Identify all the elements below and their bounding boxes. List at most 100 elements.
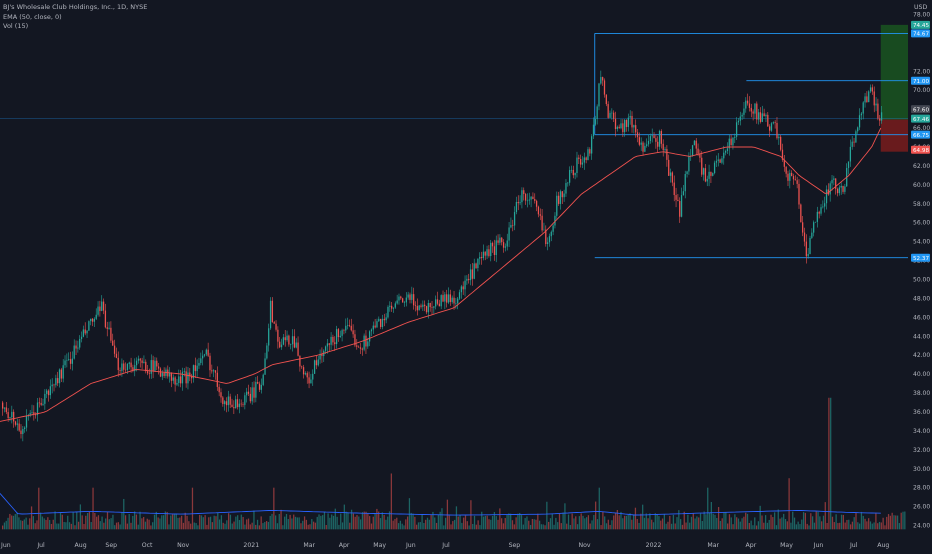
ema-indicator-label[interactable]: EMA (50, close, 0)	[3, 12, 62, 21]
stop-loss-zone	[880, 119, 908, 152]
volume-bar	[256, 519, 259, 530]
candle-body	[570, 169, 573, 171]
candle-body	[22, 429, 24, 435]
candle-body	[739, 116, 741, 121]
volume-bar	[141, 518, 143, 530]
volume-bar	[85, 515, 87, 530]
volume-bar	[835, 514, 837, 530]
volume-bar	[714, 514, 716, 530]
volume-bar	[634, 507, 637, 530]
volume-bar	[510, 513, 512, 530]
volume-bar	[291, 518, 293, 530]
candle-body	[791, 172, 793, 177]
volume-bar	[318, 514, 320, 530]
volume-bar	[334, 508, 336, 530]
symbol-title[interactable]: BJ's Wholesale Club Holdings, Inc., 1D, …	[3, 3, 148, 11]
volume-bar	[862, 515, 864, 530]
candle-body	[860, 113, 863, 116]
candle-body	[293, 336, 296, 348]
volume-bar	[316, 516, 318, 530]
volume-indicator-label[interactable]: Vol (15)	[3, 22, 29, 30]
volume-bar	[806, 523, 808, 530]
volume-bar	[269, 515, 271, 530]
candle-body	[781, 149, 784, 160]
candle-body	[178, 376, 180, 384]
candle-body	[695, 140, 697, 149]
volume-bar	[170, 515, 172, 530]
time-tick-label: Jul	[36, 542, 45, 549]
volume-bar	[759, 505, 761, 530]
candle-body	[794, 179, 796, 181]
volume-bar	[132, 515, 134, 530]
volume-bar	[260, 516, 262, 530]
candle-body	[25, 415, 28, 428]
time-tick-label: Jun	[0, 542, 11, 549]
volume-bar	[858, 523, 861, 530]
volume-bar	[658, 516, 660, 530]
volume-bar	[452, 521, 454, 530]
volume-bar	[36, 520, 38, 530]
volume-bar	[528, 520, 530, 530]
candle-body	[53, 384, 55, 386]
candle-body	[546, 242, 549, 245]
volume-bar	[672, 514, 675, 530]
candle-body	[385, 317, 387, 321]
candle-body	[431, 307, 433, 308]
candle-body	[680, 195, 683, 217]
volume-bar	[455, 506, 458, 530]
volume-bar	[734, 514, 736, 530]
volume-bar	[157, 517, 159, 530]
volume-bar	[434, 517, 436, 530]
candle-body	[818, 211, 820, 214]
candle-body	[460, 286, 463, 293]
candle-body	[655, 138, 657, 142]
volume-bar	[61, 514, 63, 530]
candle-body	[123, 363, 125, 370]
volume-bar	[253, 510, 255, 530]
volume-bar	[896, 515, 899, 530]
candle-body	[51, 384, 53, 387]
volume-bar	[175, 514, 177, 530]
candle-body	[286, 335, 288, 341]
volume-bar	[296, 517, 298, 530]
volume-bar	[745, 512, 747, 530]
candle-body	[315, 360, 318, 366]
price-tick-label: 34.00	[913, 428, 930, 435]
volume-bar	[47, 517, 49, 530]
volume-bar	[764, 515, 767, 530]
candle-body	[702, 168, 705, 175]
candle-body	[376, 321, 378, 328]
volume-bar	[396, 517, 398, 530]
volume-bar	[193, 522, 195, 530]
volume-bar	[327, 513, 329, 530]
candle-body	[688, 156, 690, 172]
candle-body	[409, 294, 411, 300]
candle-body	[469, 269, 472, 281]
candle-body	[787, 173, 789, 181]
candle-body	[840, 185, 842, 188]
time-tick-label: Jul	[441, 542, 450, 549]
candle-body	[211, 370, 213, 372]
candle-body	[723, 152, 725, 159]
candle-body	[361, 348, 363, 350]
candle-body	[44, 393, 46, 404]
candle-body	[157, 366, 160, 369]
volume-bar	[647, 518, 649, 530]
candle-body	[825, 189, 828, 204]
volume-bar	[636, 519, 638, 530]
volume-bar	[287, 519, 289, 530]
candle-body	[80, 336, 83, 339]
volume-bar	[558, 513, 561, 530]
candle-body	[844, 186, 846, 192]
candle-body	[624, 119, 626, 133]
volume-bar	[533, 519, 535, 530]
candle-body	[62, 365, 64, 379]
candle-body	[541, 215, 543, 231]
volume-bar	[493, 512, 496, 530]
volume-bar	[72, 512, 74, 530]
candle-body	[379, 318, 382, 327]
candles	[2, 70, 883, 442]
candle-body	[357, 346, 360, 348]
